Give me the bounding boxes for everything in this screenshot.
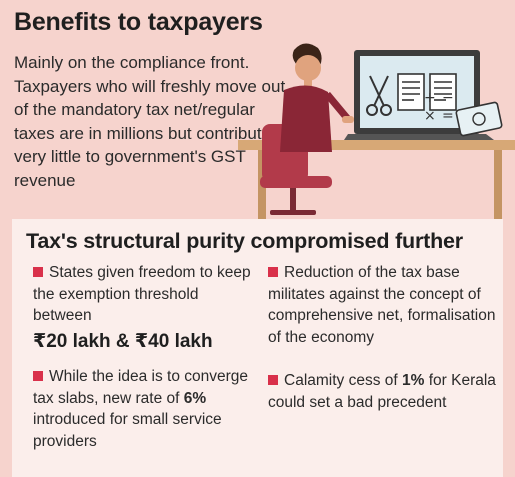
point-text-pre: While the idea is to converge tax slabs,… xyxy=(33,368,249,407)
point-text: States given freedom to keep the exempti… xyxy=(33,264,251,324)
person-torso xyxy=(280,85,332,152)
chair-base xyxy=(270,210,316,215)
scissors-icon xyxy=(366,75,392,116)
intro-text: Mainly on the compliance front. Taxpayer… xyxy=(14,53,286,190)
person-arm xyxy=(324,92,350,120)
bullet-point-calamity-cess: Calamity cess of 1% for Kerala could set… xyxy=(268,370,498,413)
bullet-square-icon xyxy=(268,267,278,277)
point-text-pre: Calamity cess of xyxy=(284,372,403,389)
svg-text:−: − xyxy=(442,90,454,106)
point-text-post: introduced for small service providers xyxy=(33,411,222,450)
point-text-post: for Kerala could set a bad precedent xyxy=(268,372,496,411)
desk-leg-right xyxy=(494,150,502,220)
bullet-point-exemption: States given freedom to keep the exempti… xyxy=(33,262,258,352)
right-column: Reduction of the tax base militates agai… xyxy=(268,262,498,427)
document-icon xyxy=(397,73,457,111)
point-rate: 6% xyxy=(183,389,207,407)
bullet-square-icon xyxy=(268,375,278,385)
bullet-point-new-rate: While the idea is to converge tax slabs,… xyxy=(33,366,258,452)
structural-purity-panel xyxy=(12,219,503,477)
svg-text:=: = xyxy=(442,108,454,124)
svg-text:×: × xyxy=(424,108,436,124)
currency-note-icon xyxy=(455,101,503,137)
desk-top xyxy=(238,140,515,150)
person-hand xyxy=(342,116,354,123)
chair-pole xyxy=(290,188,296,210)
bullet-square-icon xyxy=(33,267,43,277)
exemption-amount: ₹20 lakh & ₹40 lakh xyxy=(33,330,213,352)
bullet-point-tax-base: Reduction of the tax base militates agai… xyxy=(268,262,498,348)
point-cess: 1% xyxy=(402,372,425,389)
laptop-base xyxy=(344,134,494,140)
illustration: + − × = xyxy=(238,43,515,220)
page-title: Benefits to taxpayers xyxy=(14,8,263,36)
left-column: States given freedom to keep the exempti… xyxy=(33,262,258,466)
person-neck xyxy=(304,78,312,86)
panel-title: Tax's structural purity compromised furt… xyxy=(26,229,463,253)
point-text: Reduction of the tax base militates agai… xyxy=(268,264,496,346)
calculator-symbols-icon: + − × = xyxy=(424,90,454,124)
svg-text:+: + xyxy=(424,90,436,106)
person-head xyxy=(295,55,321,81)
chair-seat xyxy=(260,176,332,188)
bullet-square-icon xyxy=(33,371,43,381)
